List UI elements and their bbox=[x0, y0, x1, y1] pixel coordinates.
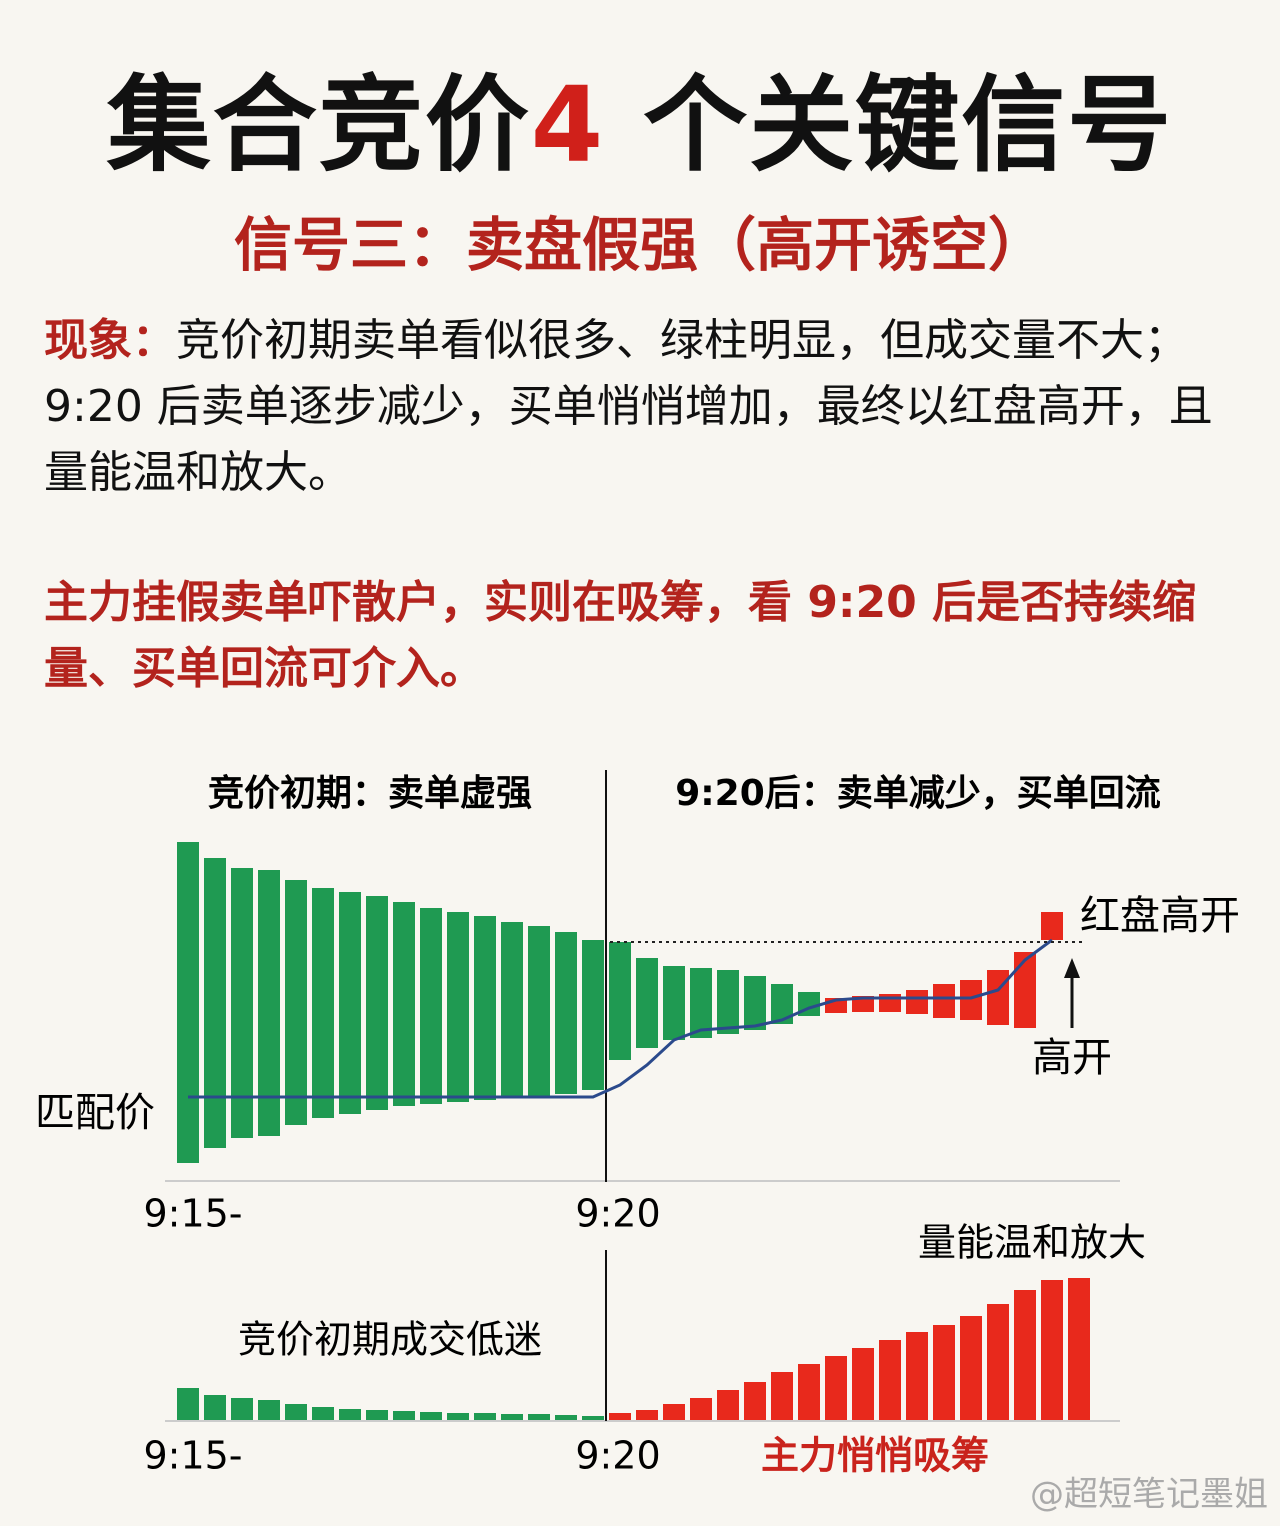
title-part: 个关键信号 bbox=[605, 64, 1174, 186]
annotation: 主力悄悄吸筹 bbox=[761, 1434, 989, 1478]
volume-bar bbox=[987, 1304, 1009, 1420]
panel-label: 9:20后：卖单减少，买单回流 bbox=[675, 773, 1161, 814]
volume-bar bbox=[609, 1413, 631, 1420]
range-bar bbox=[312, 888, 334, 1118]
range-bar bbox=[420, 908, 442, 1104]
range-bar bbox=[933, 984, 955, 1018]
volume-bar bbox=[177, 1388, 199, 1420]
volume-bar bbox=[852, 1348, 874, 1420]
range-bar bbox=[1014, 952, 1036, 1028]
volume-bar bbox=[933, 1325, 955, 1420]
annotation: 量能温和放大 bbox=[918, 1221, 1146, 1265]
range-bar bbox=[393, 902, 415, 1106]
volume-bar bbox=[204, 1395, 226, 1420]
phenomenon-text: 竞价初期卖单看似很多、绿柱明显，但成交量不大；9:20 后卖单逐步减少，买单悄悄… bbox=[44, 315, 1213, 498]
reference-label: 红盘高开 bbox=[1080, 893, 1240, 939]
panel-label: 竞价初期：卖单虚强 bbox=[208, 773, 532, 814]
range-bar bbox=[528, 926, 550, 1096]
subtitle: 信号三：卖盘假强（高开诱空） bbox=[233, 211, 1046, 279]
title-part: 集合竞价 bbox=[106, 64, 531, 186]
volume-bar bbox=[339, 1409, 361, 1420]
volume-bar bbox=[690, 1398, 712, 1420]
volume-bar bbox=[474, 1413, 496, 1420]
volume-bar bbox=[366, 1410, 388, 1420]
range-bar bbox=[906, 990, 928, 1014]
watermark: @超短笔记墨姐 bbox=[1030, 1475, 1268, 1515]
range-bar bbox=[636, 958, 658, 1048]
range-bar bbox=[1041, 912, 1063, 940]
range-bar bbox=[177, 842, 199, 1163]
volume-bar bbox=[420, 1412, 442, 1420]
range-bar bbox=[852, 996, 874, 1012]
range-bar bbox=[663, 966, 685, 1040]
title-number: 4 bbox=[530, 64, 606, 186]
volume-bar bbox=[528, 1414, 550, 1420]
range-bar bbox=[771, 984, 793, 1024]
volume-bar bbox=[1041, 1280, 1063, 1420]
volume-bar bbox=[501, 1414, 523, 1420]
range-bar bbox=[258, 870, 280, 1136]
volume-bar bbox=[312, 1407, 334, 1420]
range-bar bbox=[744, 976, 766, 1030]
x-label: 9:20 bbox=[575, 1192, 660, 1236]
x-label: 9:20 bbox=[575, 1434, 660, 1478]
range-bar bbox=[960, 980, 982, 1020]
conclusion: 主力挂假卖单吓散户，实则在吸筹，看 9:20 后是否持续缩量、买单回流可介入。 bbox=[44, 577, 1197, 694]
match-price-line bbox=[188, 938, 1053, 1099]
title: 集合竞价4 个关键信号 bbox=[0, 40, 1280, 191]
range-bar bbox=[285, 880, 307, 1125]
volume-bar bbox=[555, 1415, 577, 1420]
volume-bar bbox=[744, 1382, 766, 1420]
volume-bar bbox=[231, 1398, 253, 1420]
volume-bar bbox=[879, 1340, 901, 1420]
range-bar bbox=[447, 912, 469, 1102]
volume-bar bbox=[825, 1356, 847, 1420]
range-bar bbox=[987, 970, 1009, 1025]
volume-bar bbox=[906, 1332, 928, 1420]
x-label: 9:15- bbox=[143, 1192, 242, 1236]
range-bar bbox=[501, 922, 523, 1098]
volume-bar bbox=[663, 1404, 685, 1420]
volume-bar bbox=[582, 1416, 604, 1420]
volume-bar bbox=[1014, 1290, 1036, 1420]
range-bar bbox=[690, 968, 712, 1038]
volume-bar bbox=[798, 1364, 820, 1420]
range-bar bbox=[366, 896, 388, 1110]
volume-bar bbox=[960, 1316, 982, 1420]
range-bar bbox=[582, 940, 604, 1090]
range-bar bbox=[609, 942, 631, 1060]
range-bar bbox=[555, 932, 577, 1094]
phenomenon-label: 现象： bbox=[44, 315, 176, 366]
volume-bar bbox=[285, 1404, 307, 1420]
volume-bar bbox=[717, 1390, 739, 1420]
volume-bar bbox=[1068, 1278, 1090, 1420]
annotation: 高开 bbox=[1032, 1035, 1112, 1081]
volume-bar bbox=[636, 1410, 658, 1420]
volume-bar bbox=[393, 1411, 415, 1420]
x-label: 9:15- bbox=[143, 1434, 242, 1478]
line-label: 匹配价 bbox=[35, 1090, 155, 1136]
phenomenon: 现象：竞价初期卖单看似很多、绿柱明显，但成交量不大；9:20 后卖单逐步减少，买… bbox=[44, 308, 1244, 506]
range-bar bbox=[204, 858, 226, 1148]
annotation: 竞价初期成交低迷 bbox=[238, 1318, 542, 1362]
range-bar bbox=[717, 970, 739, 1034]
volume-bar bbox=[447, 1413, 469, 1420]
range-bar bbox=[231, 868, 253, 1138]
volume-bar bbox=[771, 1372, 793, 1420]
range-bar bbox=[474, 916, 496, 1100]
arrow-head bbox=[1064, 958, 1080, 978]
range-bar bbox=[339, 892, 361, 1114]
volume-bar bbox=[258, 1400, 280, 1420]
